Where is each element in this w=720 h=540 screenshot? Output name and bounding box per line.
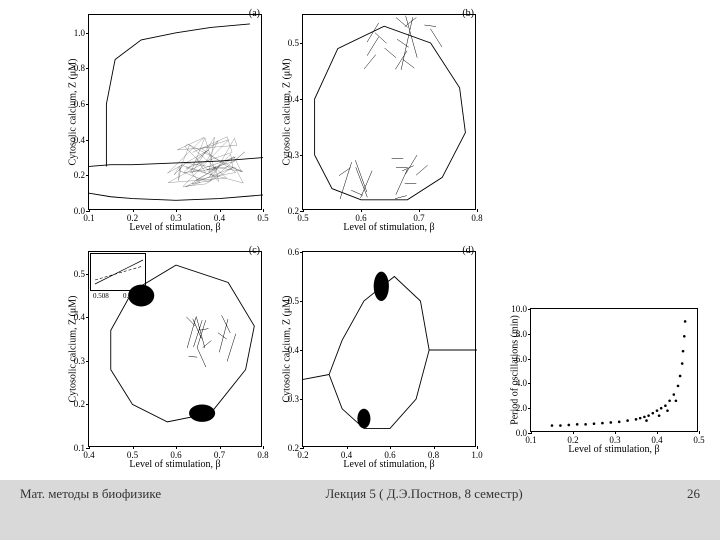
panel-grid: 0.00.20.40.60.81.00.10.20.30.40.5Cytosol…	[60, 6, 480, 476]
footer-page: 26	[687, 486, 700, 502]
footer-left: Мат. методы в биофизике	[20, 486, 161, 502]
panel-c: 0.10.20.30.40.50.40.50.60.70.8Cytosolic …	[60, 243, 266, 475]
footer-bar: Мат. методы в биофизике Лекция 5 ( Д.Э.П…	[0, 480, 720, 540]
panel-c-inset: 0.5080.522	[90, 253, 146, 291]
panel-a: 0.00.20.40.60.81.00.10.20.30.40.5Cytosol…	[60, 6, 266, 238]
footer-mid: Лекция 5 ( Д.Э.Постнов, 8 семестр)	[325, 486, 522, 502]
panel-d: 0.20.30.40.50.60.20.40.60.81.0Cytosolic …	[274, 243, 480, 475]
panel-b: 0.20.30.40.50.50.60.70.8Cytosolic calciu…	[274, 6, 480, 238]
slide-page: 0.00.20.40.60.81.00.10.20.30.40.5Cytosol…	[0, 0, 720, 540]
period-chart: 0.02.04.06.08.010.00.10.20.30.40.5Period…	[502, 300, 702, 460]
